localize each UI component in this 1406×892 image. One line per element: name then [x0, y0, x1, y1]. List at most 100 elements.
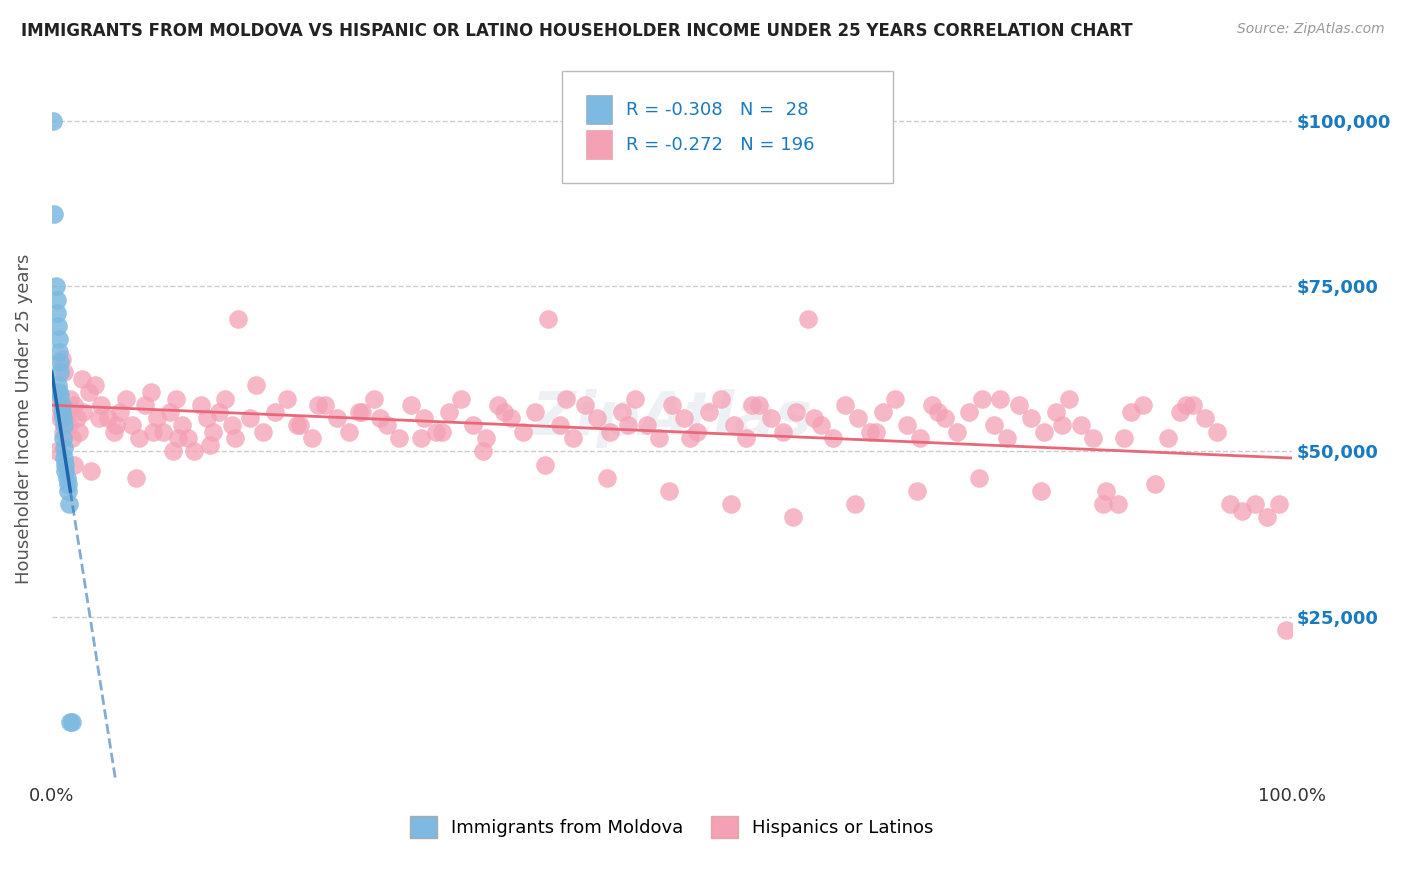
Point: [785, 405, 807, 419]
Point: [90, 398, 112, 412]
Point: [472, 444, 495, 458]
Point: [463, 417, 485, 432]
Point: [55, 458, 77, 472]
Point: [58, 417, 80, 432]
Point: [599, 425, 621, 439]
Point: [264, 405, 287, 419]
Point: [134, 398, 156, 412]
Point: [720, 497, 742, 511]
Point: [1194, 411, 1216, 425]
Point: [201, 425, 224, 439]
Point: [48, 332, 70, 346]
Point: [183, 444, 205, 458]
Point: [170, 417, 193, 432]
Text: Source: ZipAtlas.com: Source: ZipAtlas.com: [1237, 22, 1385, 37]
Point: [821, 431, 844, 445]
Point: [548, 417, 571, 432]
Point: [152, 425, 174, 439]
Point: [782, 510, 804, 524]
Point: [586, 411, 609, 425]
Point: [1119, 405, 1142, 419]
Point: [432, 425, 454, 439]
Point: [67, 425, 90, 439]
Point: [512, 425, 534, 439]
Point: [326, 411, 349, 425]
Point: [80, 464, 103, 478]
Point: [425, 425, 447, 439]
Point: [53, 450, 76, 465]
Point: [42, 114, 65, 128]
Point: [214, 392, 236, 406]
Point: [834, 398, 856, 412]
Point: [59, 715, 82, 730]
Point: [1206, 425, 1229, 439]
Point: [52, 417, 75, 432]
Point: [673, 411, 696, 425]
Point: [224, 431, 246, 445]
Point: [555, 392, 578, 406]
Point: [162, 444, 184, 458]
Point: [51, 398, 73, 412]
Point: [177, 431, 200, 445]
Point: [759, 411, 782, 425]
Point: [55, 464, 77, 478]
Point: [49, 388, 72, 402]
Point: [46, 306, 69, 320]
Point: [748, 398, 770, 412]
Point: [55, 405, 77, 419]
Point: [1219, 497, 1241, 511]
Point: [370, 411, 392, 425]
Point: [1274, 623, 1296, 637]
Point: [139, 384, 162, 399]
Point: [84, 378, 107, 392]
Point: [52, 425, 75, 439]
Point: [636, 417, 658, 432]
Point: [48, 345, 70, 359]
Point: [679, 431, 702, 445]
Point: [494, 405, 516, 419]
Point: [1157, 431, 1180, 445]
Point: [437, 405, 460, 419]
Text: ZipAtlas: ZipAtlas: [531, 389, 813, 448]
Point: [285, 417, 308, 432]
Point: [710, 392, 733, 406]
Point: [350, 405, 373, 419]
Point: [412, 411, 434, 425]
Y-axis label: Householder Income Under 25 years: Householder Income Under 25 years: [15, 253, 32, 583]
Point: [921, 398, 943, 412]
Point: [969, 471, 991, 485]
Point: [58, 484, 80, 499]
Point: [87, 411, 110, 425]
Point: [846, 411, 869, 425]
Text: R = -0.272   N = 196: R = -0.272 N = 196: [626, 136, 814, 153]
Point: [957, 405, 980, 419]
Point: [450, 392, 472, 406]
Point: [45, 293, 67, 307]
Point: [1175, 398, 1198, 412]
Point: [859, 425, 882, 439]
Point: [995, 431, 1018, 445]
Point: [375, 417, 398, 432]
Point: [623, 392, 645, 406]
Point: [45, 444, 67, 458]
Point: [53, 365, 76, 379]
Point: [167, 431, 190, 445]
Point: [486, 398, 509, 412]
Point: [697, 405, 720, 419]
Point: [524, 405, 547, 419]
Point: [499, 411, 522, 425]
Point: [1008, 398, 1031, 412]
Point: [741, 398, 763, 412]
Point: [60, 431, 83, 445]
Point: [685, 425, 707, 439]
Point: [561, 431, 583, 445]
Point: [927, 405, 949, 419]
Point: [142, 425, 165, 439]
Point: [723, 417, 745, 432]
Point: [1168, 405, 1191, 419]
Point: [1021, 411, 1043, 425]
Point: [474, 431, 496, 445]
Point: [46, 378, 69, 392]
Point: [872, 405, 894, 419]
Point: [48, 384, 70, 399]
